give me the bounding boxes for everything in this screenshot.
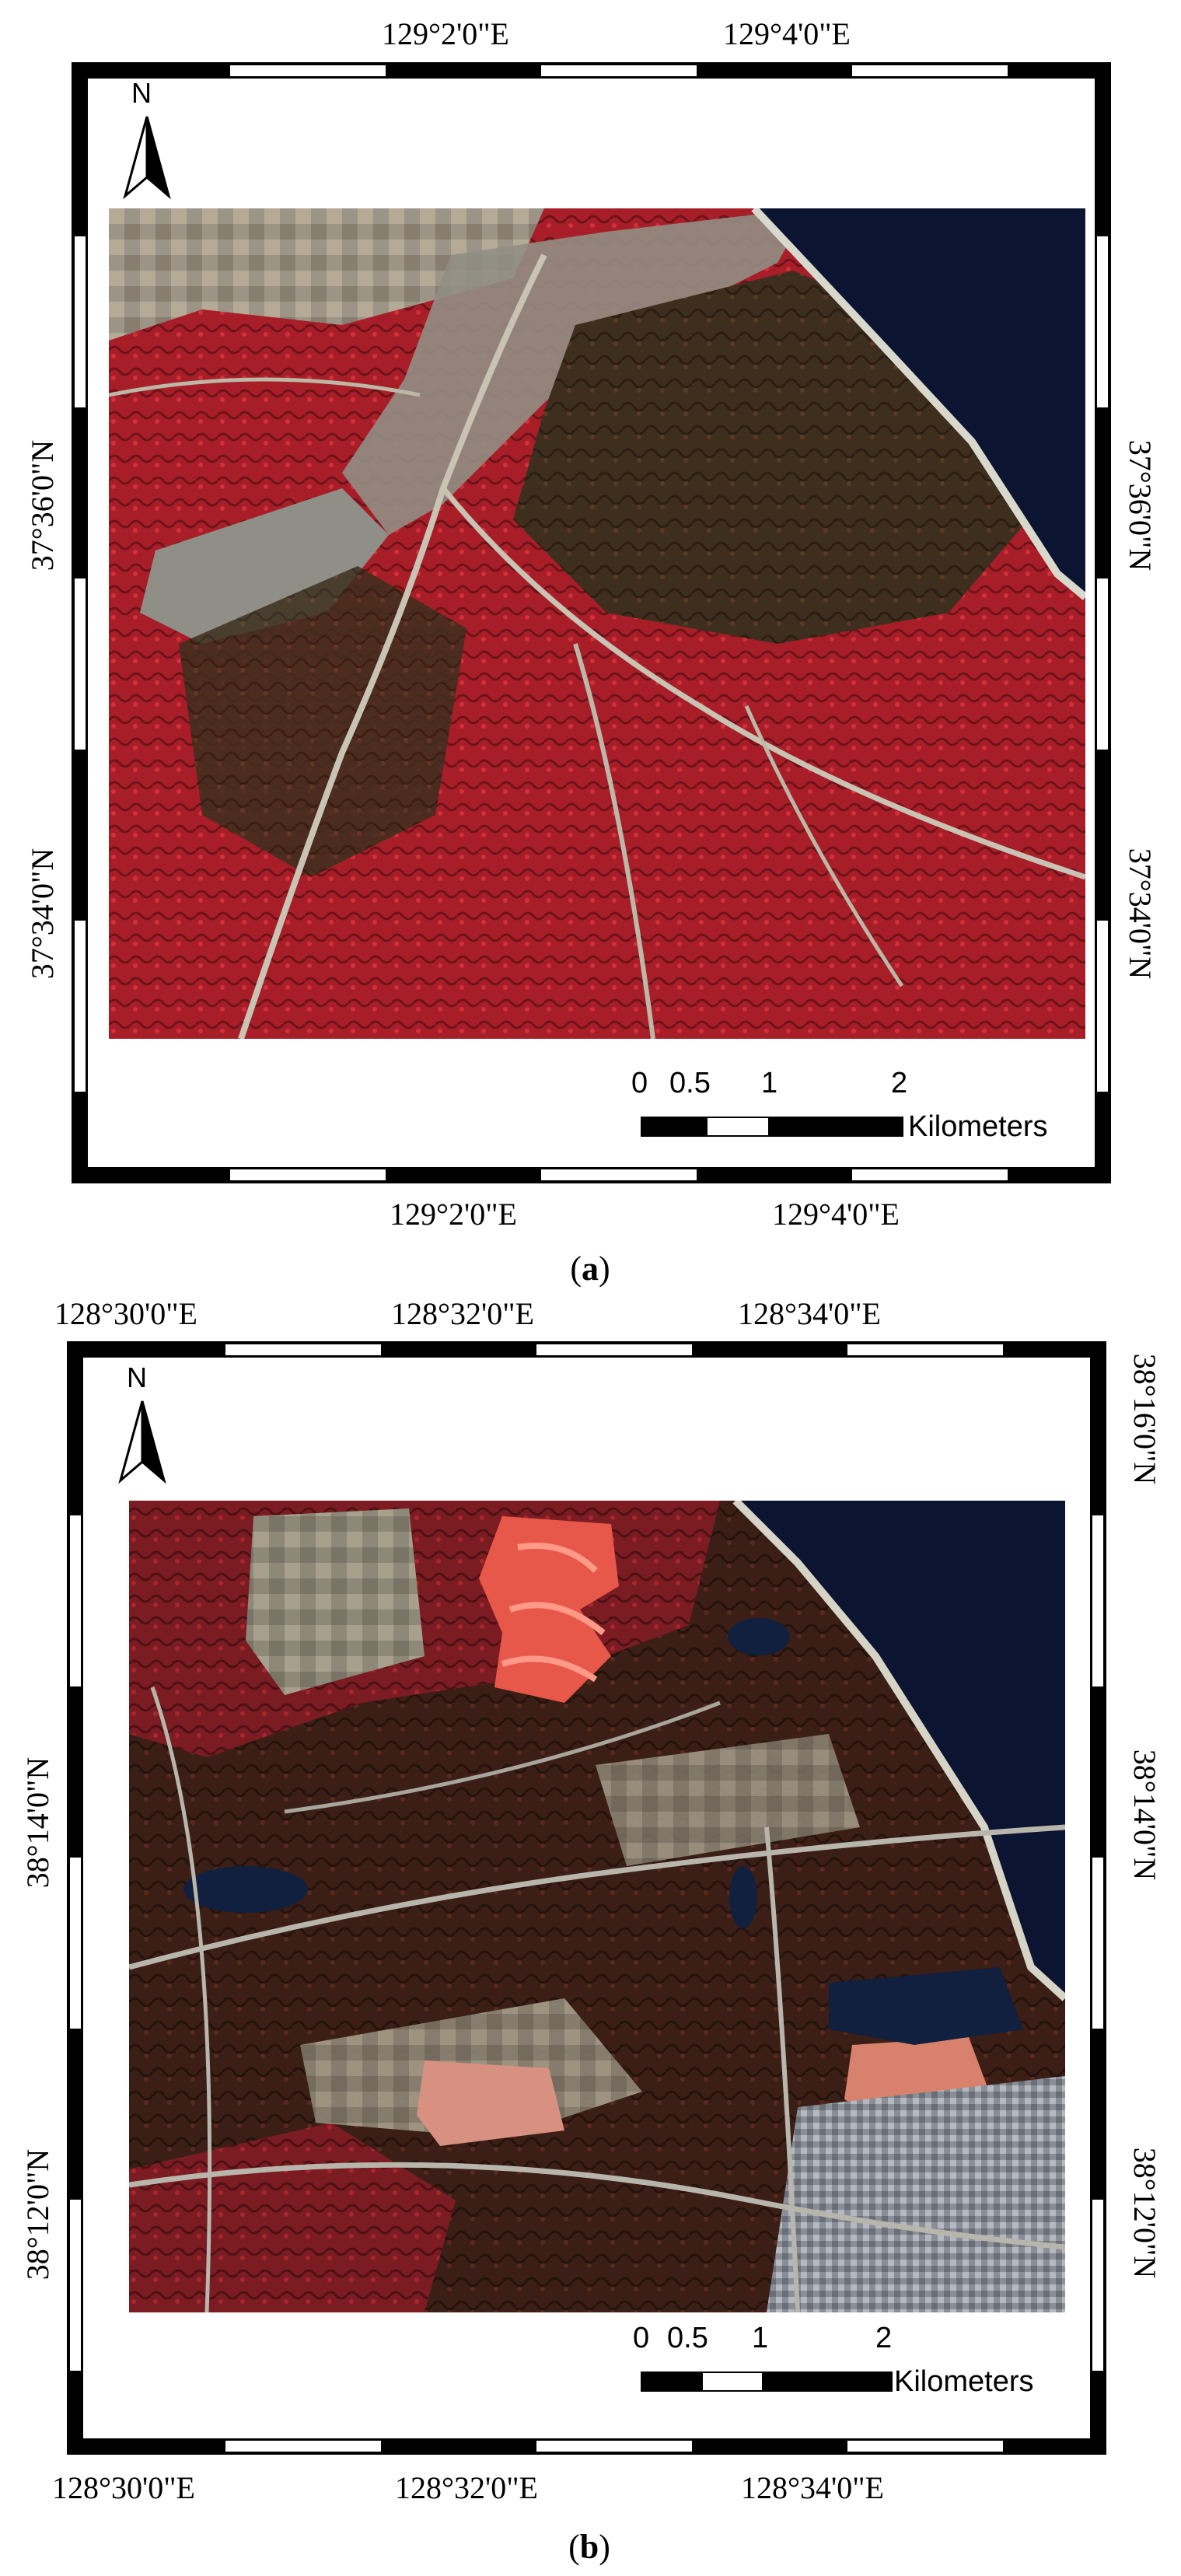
neatline-right-a	[1097, 65, 1108, 1180]
inner-neatline-b	[81, 1355, 1092, 2441]
neatline-left-a	[75, 65, 86, 1180]
scale-bar-graphic	[641, 1117, 903, 1137]
north-arrow-icon	[123, 116, 171, 200]
right-lat-label-2: 38°14'0"N	[1127, 1749, 1162, 1881]
right-lat-label-3: 38°12'0"N	[1127, 2147, 1162, 2279]
top-lon-label-2: 128°32'0"E	[391, 1296, 534, 1331]
north-arrow-b: N	[114, 1362, 176, 1487]
panel-caption-a: (a)	[570, 1250, 610, 1288]
panel-caption-b: (b)	[568, 2528, 610, 2566]
satellite-image-b	[129, 1501, 1065, 2312]
left-lat-label-2: 37°34'0"N	[25, 848, 60, 980]
bottom-lon-label-2: 129°4'0"E	[772, 1197, 900, 1232]
false-color-image-a	[109, 208, 1085, 1039]
bottom-lon-label-2: 128°32'0"E	[395, 2470, 538, 2505]
north-letter: N	[127, 1361, 147, 1393]
scale-tick-0-5: 0.5	[667, 2322, 708, 2354]
neatline-right-b	[1092, 1344, 1103, 2452]
top-lon-label-1: 128°30'0"E	[54, 1296, 197, 1331]
right-lat-label-1: 38°16'0"N	[1127, 1353, 1162, 1485]
scale-tick-1: 1	[752, 2322, 769, 2354]
panel-caption-letter: a	[582, 1250, 599, 1288]
north-arrow-a: N	[119, 78, 181, 202]
satellite-image-a	[109, 208, 1085, 1039]
scale-tick-0: 0	[633, 2322, 650, 2354]
scale-tick-0-5: 0.5	[669, 1067, 711, 1099]
neatline-top-b	[70, 1344, 1103, 1355]
top-lon-label-1: 129°2'0"E	[382, 16, 509, 51]
top-lon-label-3: 128°34'0"E	[738, 1296, 881, 1331]
bottom-lon-label-3: 128°34'0"E	[741, 2470, 884, 2505]
bottom-lon-label-1: 129°2'0"E	[390, 1197, 517, 1232]
neatline-bottom-a	[75, 1169, 1108, 1180]
neatline-bottom-b	[70, 2441, 1103, 2452]
neatline-left-b	[70, 1344, 81, 2452]
right-lat-label-1: 37°36'0"N	[1123, 439, 1158, 571]
left-lat-label-1: 37°36'0"N	[25, 439, 60, 571]
bottom-lon-label-1: 128°30'0"E	[52, 2470, 195, 2505]
north-letter: N	[131, 77, 152, 109]
inner-neatline-a	[86, 76, 1097, 1169]
panel-caption-letter: b	[579, 2528, 599, 2566]
scale-tick-0: 0	[631, 1067, 648, 1099]
scale-tick-2: 2	[875, 2322, 893, 2354]
north-arrow-icon	[118, 1400, 166, 1484]
left-lat-label-2: 38°12'0"N	[20, 2148, 55, 2281]
scale-tick-1: 1	[761, 1067, 778, 1099]
top-lon-label-2: 129°4'0"E	[723, 16, 851, 51]
left-lat-label-1: 38°14'0"N	[20, 1756, 55, 1889]
scale-tick-2: 2	[891, 1067, 908, 1099]
false-color-image-b	[129, 1501, 1065, 2312]
scale-bar-graphic	[641, 2372, 893, 2392]
right-lat-label-2: 37°34'0"N	[1123, 848, 1158, 980]
scale-unit: Kilometers	[908, 1110, 1048, 1143]
neatline-top-a	[75, 65, 1108, 76]
scale-unit: Kilometers	[894, 2365, 1034, 2398]
